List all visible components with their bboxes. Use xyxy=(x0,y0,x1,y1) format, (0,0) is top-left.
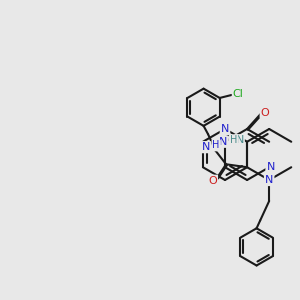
Text: N: N xyxy=(219,137,228,147)
Text: H: H xyxy=(230,135,237,145)
Text: H: H xyxy=(212,140,220,150)
Text: N: N xyxy=(265,175,273,185)
Text: O: O xyxy=(261,107,269,118)
Text: Cl: Cl xyxy=(233,89,244,99)
Text: N: N xyxy=(266,162,275,172)
Text: O: O xyxy=(208,176,217,186)
Text: N: N xyxy=(202,142,210,152)
Text: N: N xyxy=(236,135,244,145)
Text: N: N xyxy=(221,124,229,134)
